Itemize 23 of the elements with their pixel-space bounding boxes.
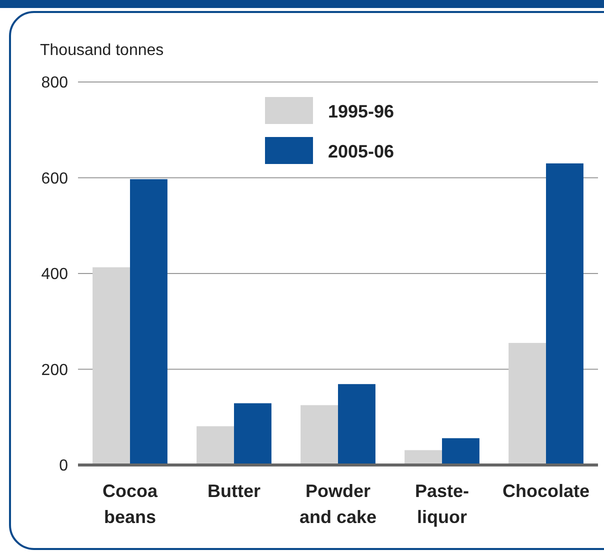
y-tick-label: 600 bbox=[41, 170, 68, 188]
x-tick-label: Chocolate bbox=[502, 481, 590, 501]
x-tick-label: Powder and cake bbox=[299, 481, 377, 527]
y-axis-title: Thousand tonnes bbox=[40, 42, 164, 59]
y-tick-label: 400 bbox=[41, 266, 68, 284]
x-tick-label: Paste-liquor bbox=[414, 481, 470, 527]
bar bbox=[130, 179, 168, 465]
bar bbox=[300, 405, 338, 465]
bar bbox=[508, 342, 546, 465]
x-tick-label: Butter bbox=[208, 481, 260, 501]
legend-label: 2005-06 bbox=[328, 141, 394, 162]
bar bbox=[338, 384, 376, 465]
bar bbox=[442, 438, 480, 465]
bar bbox=[92, 267, 130, 465]
y-tick-label: 200 bbox=[41, 362, 68, 379]
legend-label: 1995-96 bbox=[328, 101, 394, 122]
bar bbox=[234, 403, 272, 465]
bar bbox=[546, 163, 584, 465]
x-tick-label: Cocoa beans bbox=[102, 481, 158, 527]
bar bbox=[404, 450, 442, 465]
y-tick-label: 800 bbox=[41, 74, 68, 92]
y-tick-label: 0 bbox=[59, 458, 68, 475]
bar bbox=[196, 426, 234, 465]
